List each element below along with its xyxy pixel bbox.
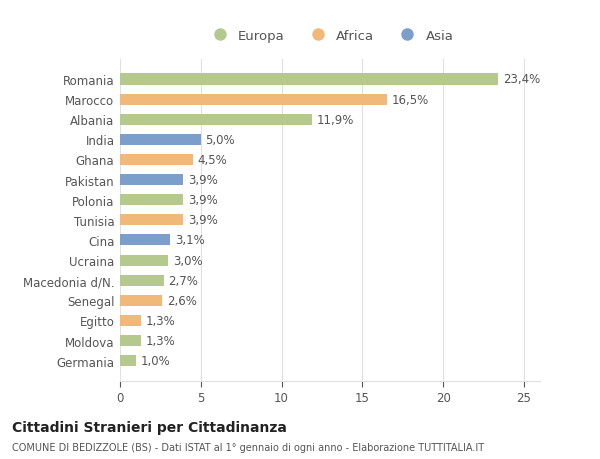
Bar	[120, 155, 193, 166]
Text: 3,0%: 3,0%	[173, 254, 203, 267]
Text: 5,0%: 5,0%	[206, 134, 235, 146]
Text: 3,9%: 3,9%	[188, 214, 218, 227]
Text: 3,1%: 3,1%	[175, 234, 205, 247]
Text: 23,4%: 23,4%	[503, 73, 540, 86]
Text: 1,3%: 1,3%	[146, 334, 176, 347]
Bar	[120, 275, 164, 286]
Text: 11,9%: 11,9%	[317, 113, 355, 126]
Bar	[120, 215, 183, 226]
Bar	[120, 355, 136, 366]
Bar	[120, 114, 312, 125]
Text: 3,9%: 3,9%	[188, 194, 218, 207]
Text: Cittadini Stranieri per Cittadinanza: Cittadini Stranieri per Cittadinanza	[12, 420, 287, 434]
Legend: Europa, Africa, Asia: Europa, Africa, Asia	[201, 24, 459, 48]
Bar	[120, 95, 386, 106]
Bar	[120, 195, 183, 206]
Text: COMUNE DI BEDIZZOLE (BS) - Dati ISTAT al 1° gennaio di ogni anno - Elaborazione : COMUNE DI BEDIZZOLE (BS) - Dati ISTAT al…	[12, 442, 484, 452]
Text: 1,3%: 1,3%	[146, 314, 176, 327]
Bar	[120, 235, 170, 246]
Bar	[120, 335, 141, 346]
Text: 16,5%: 16,5%	[391, 93, 428, 106]
Bar	[120, 174, 183, 186]
Text: 1,0%: 1,0%	[141, 354, 171, 367]
Bar	[120, 74, 498, 85]
Bar	[120, 255, 169, 266]
Bar	[120, 134, 201, 146]
Text: 2,6%: 2,6%	[167, 294, 197, 307]
Text: 2,7%: 2,7%	[169, 274, 199, 287]
Text: 3,9%: 3,9%	[188, 174, 218, 187]
Bar	[120, 315, 141, 326]
Bar	[120, 295, 162, 306]
Text: 4,5%: 4,5%	[197, 154, 227, 167]
